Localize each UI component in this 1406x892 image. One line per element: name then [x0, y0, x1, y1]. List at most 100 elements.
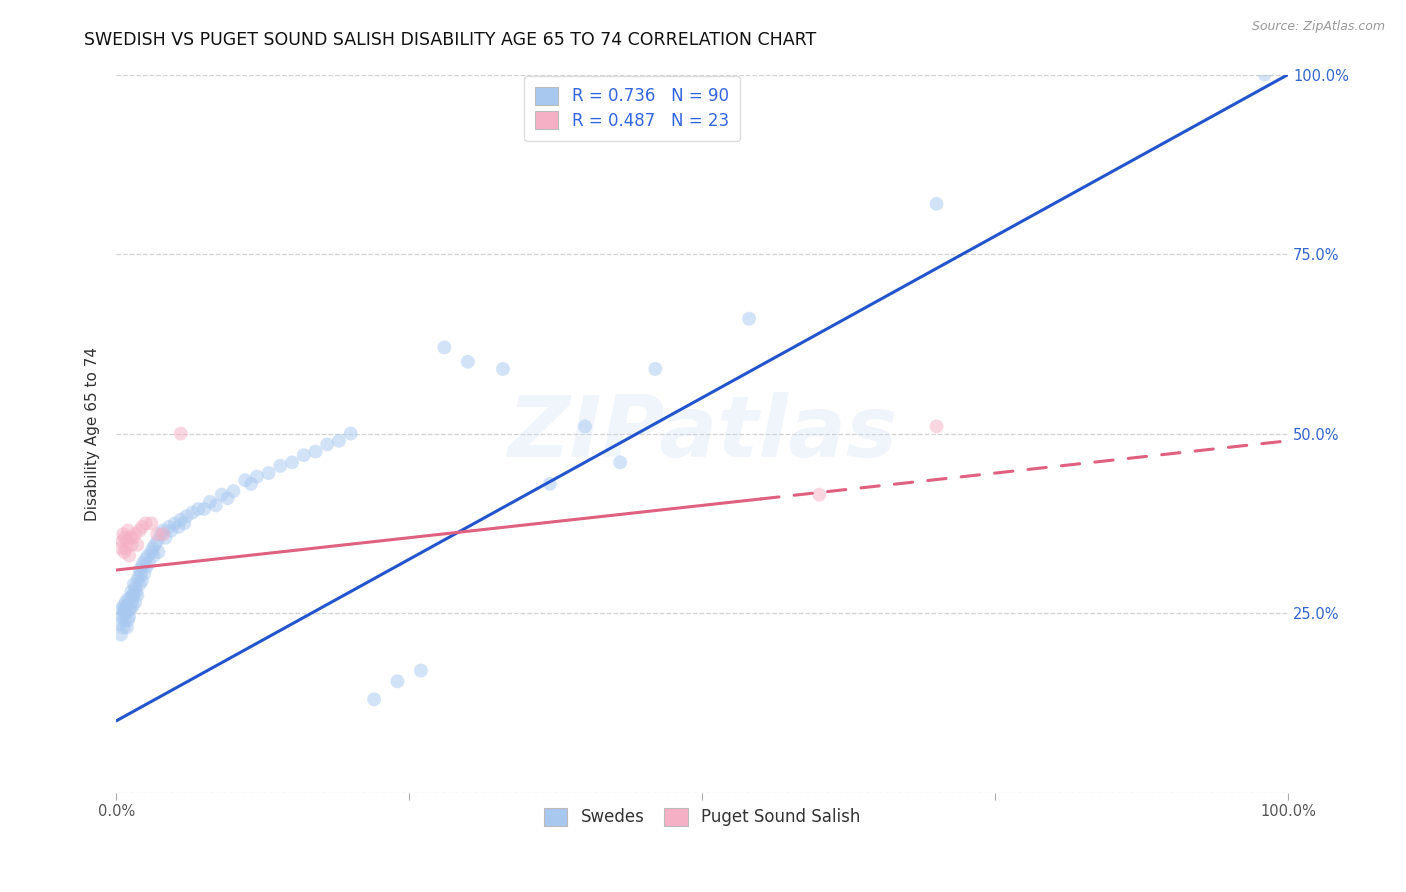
Point — [328, 434, 350, 448]
Point — [138, 556, 160, 570]
Point — [143, 538, 166, 552]
Point — [211, 488, 233, 502]
Point — [181, 506, 204, 520]
Point — [118, 602, 141, 616]
Legend: Swedes, Puget Sound Salish: Swedes, Puget Sound Salish — [536, 799, 869, 835]
Point — [387, 674, 409, 689]
Point — [115, 599, 138, 613]
Point — [217, 491, 239, 506]
Point — [114, 545, 136, 559]
Point — [304, 444, 326, 458]
Point — [339, 426, 361, 441]
Point — [114, 541, 136, 556]
Point — [163, 516, 186, 531]
Point — [141, 545, 163, 559]
Point — [193, 502, 215, 516]
Point — [135, 516, 157, 531]
Point — [240, 476, 263, 491]
Point — [433, 340, 456, 354]
Point — [157, 520, 180, 534]
Point — [925, 419, 948, 434]
Point — [121, 588, 143, 602]
Point — [152, 527, 174, 541]
Point — [111, 609, 134, 624]
Point — [134, 566, 156, 581]
Point — [170, 513, 193, 527]
Point — [115, 534, 138, 549]
Point — [246, 469, 269, 483]
Point — [120, 602, 142, 616]
Point — [127, 588, 149, 602]
Point — [173, 516, 195, 531]
Point — [574, 419, 596, 434]
Point — [187, 502, 209, 516]
Point — [176, 509, 198, 524]
Point — [114, 595, 136, 609]
Point — [152, 524, 174, 538]
Point — [409, 664, 432, 678]
Point — [125, 584, 148, 599]
Point — [124, 581, 146, 595]
Point — [170, 426, 193, 441]
Point — [121, 538, 143, 552]
Point — [142, 549, 165, 563]
Point — [132, 556, 155, 570]
Point — [110, 541, 132, 556]
Point — [131, 559, 153, 574]
Point — [112, 599, 135, 613]
Point — [114, 613, 136, 627]
Point — [135, 552, 157, 566]
Point — [1253, 68, 1275, 82]
Point — [131, 520, 153, 534]
Text: ZIPatlas: ZIPatlas — [508, 392, 897, 475]
Point — [118, 549, 141, 563]
Point — [111, 602, 134, 616]
Point — [117, 591, 139, 606]
Point — [609, 455, 631, 469]
Point — [257, 466, 280, 480]
Point — [110, 628, 132, 642]
Point — [205, 499, 228, 513]
Point — [129, 566, 152, 581]
Point — [149, 527, 172, 541]
Point — [111, 534, 134, 549]
Point — [135, 559, 157, 574]
Text: SWEDISH VS PUGET SOUND SALISH DISABILITY AGE 65 TO 74 CORRELATION CHART: SWEDISH VS PUGET SOUND SALISH DISABILITY… — [84, 31, 817, 49]
Point — [121, 531, 143, 545]
Point — [148, 545, 170, 559]
Point — [121, 584, 143, 599]
Point — [738, 311, 761, 326]
Point — [108, 616, 131, 631]
Point — [142, 541, 165, 556]
Point — [808, 488, 831, 502]
Point — [121, 595, 143, 609]
Point — [292, 448, 315, 462]
Point — [160, 524, 183, 538]
Point — [198, 495, 221, 509]
Point — [233, 473, 256, 487]
Point — [644, 362, 666, 376]
Point — [141, 516, 163, 531]
Point — [222, 483, 245, 498]
Point — [131, 574, 153, 588]
Point — [925, 196, 948, 211]
Point — [112, 606, 135, 620]
Text: Source: ZipAtlas.com: Source: ZipAtlas.com — [1251, 20, 1385, 33]
Point — [128, 563, 150, 577]
Point — [146, 527, 169, 541]
Y-axis label: Disability Age 65 to 74: Disability Age 65 to 74 — [86, 347, 100, 521]
Point — [120, 591, 142, 606]
Point — [127, 538, 149, 552]
Point — [128, 524, 150, 538]
Point — [114, 531, 136, 545]
Point — [120, 531, 142, 545]
Point — [128, 577, 150, 591]
Point — [124, 527, 146, 541]
Point — [114, 602, 136, 616]
Point — [492, 362, 515, 376]
Point — [122, 588, 145, 602]
Point — [363, 692, 385, 706]
Point — [136, 549, 159, 563]
Point — [127, 574, 149, 588]
Point — [117, 613, 139, 627]
